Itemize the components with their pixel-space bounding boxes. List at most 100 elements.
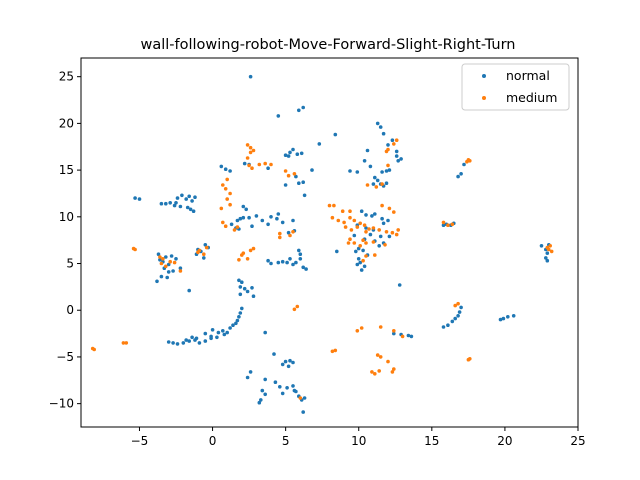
point-medium: [342, 220, 346, 225]
x-tick-label: 25: [570, 434, 585, 448]
point-normal: [301, 105, 306, 110]
point-medium: [352, 218, 357, 223]
point-medium: [373, 372, 377, 376]
point-medium: [124, 341, 129, 345]
point-normal: [288, 257, 292, 261]
point-medium: [386, 359, 390, 364]
point-medium: [446, 223, 450, 227]
point-normal: [280, 259, 285, 264]
point-normal: [202, 256, 206, 260]
point-normal: [298, 252, 303, 256]
point-medium: [362, 223, 367, 227]
point-normal: [291, 384, 295, 388]
point-normal: [235, 318, 240, 323]
point-normal: [302, 396, 307, 400]
point-normal: [370, 214, 374, 218]
point-normal: [280, 391, 285, 396]
point-normal: [392, 331, 396, 336]
legend-marker-medium: [482, 96, 486, 100]
point-medium: [178, 269, 183, 273]
x-tick-label: −5: [131, 434, 149, 448]
point-medium: [371, 240, 376, 244]
point-normal: [459, 172, 463, 176]
point-normal: [286, 230, 291, 235]
point-normal: [190, 335, 194, 340]
point-normal: [245, 375, 250, 380]
point-medium: [235, 225, 240, 229]
point-normal: [159, 274, 164, 279]
point-medium: [358, 221, 363, 226]
point-medium: [392, 329, 396, 333]
point-medium: [133, 247, 137, 252]
point-normal: [348, 169, 352, 173]
point-normal: [166, 270, 171, 274]
point-medium: [361, 238, 365, 242]
legend-marker-normal: [482, 74, 486, 78]
point-normal: [269, 215, 273, 219]
point-normal: [133, 196, 137, 200]
point-normal: [506, 315, 510, 319]
point-normal: [545, 258, 550, 263]
point-medium: [355, 329, 360, 333]
x-tick-label: 5: [282, 434, 290, 448]
legend-box: [461, 63, 570, 111]
point-normal: [237, 315, 241, 319]
point-medium: [278, 235, 282, 240]
point-medium: [380, 182, 384, 186]
point-normal: [259, 398, 263, 402]
point-medium: [225, 177, 229, 182]
point-normal: [276, 114, 281, 118]
point-normal: [399, 157, 403, 161]
point-medium: [250, 166, 254, 170]
point-normal: [387, 234, 392, 239]
point-normal: [365, 148, 370, 153]
point-medium: [392, 210, 396, 214]
point-normal: [269, 261, 273, 266]
point-normal: [456, 314, 460, 318]
point-normal: [283, 359, 288, 364]
data-points: [90, 74, 554, 414]
point-medium: [332, 203, 336, 208]
point-normal: [280, 362, 285, 367]
point-medium: [172, 260, 177, 265]
point-normal: [368, 232, 373, 237]
point-normal: [304, 267, 308, 271]
point-normal: [298, 257, 303, 261]
point-medium: [384, 230, 389, 234]
point-normal: [462, 162, 466, 167]
point-medium: [441, 220, 446, 225]
point-normal: [355, 262, 360, 267]
point-medium: [466, 357, 471, 362]
point-normal: [223, 167, 228, 171]
point-normal: [209, 336, 213, 341]
point-medium: [257, 162, 262, 167]
point-normal: [245, 289, 250, 294]
point-normal: [283, 183, 288, 187]
point-normal: [174, 201, 178, 205]
point-normal: [171, 269, 175, 273]
legend-label-medium: medium: [506, 90, 557, 105]
point-medium: [333, 348, 338, 353]
y-tick-label: 5: [66, 257, 74, 271]
point-normal: [501, 316, 506, 321]
point-normal: [364, 213, 368, 217]
point-medium: [465, 159, 469, 164]
point-normal: [240, 280, 244, 285]
point-normal: [352, 233, 357, 238]
point-normal: [375, 178, 380, 183]
point-medium: [288, 233, 292, 238]
point-medium: [396, 228, 401, 232]
point-normal: [228, 326, 232, 330]
point-medium: [390, 230, 395, 235]
point-normal: [238, 216, 243, 221]
point-normal: [409, 334, 414, 339]
point-normal: [371, 182, 376, 186]
point-normal: [335, 249, 339, 254]
point-normal: [221, 329, 225, 333]
point-normal: [380, 170, 384, 174]
point-normal: [278, 385, 282, 389]
point-normal: [396, 159, 401, 163]
point-normal: [178, 266, 183, 271]
point-normal: [197, 341, 202, 345]
